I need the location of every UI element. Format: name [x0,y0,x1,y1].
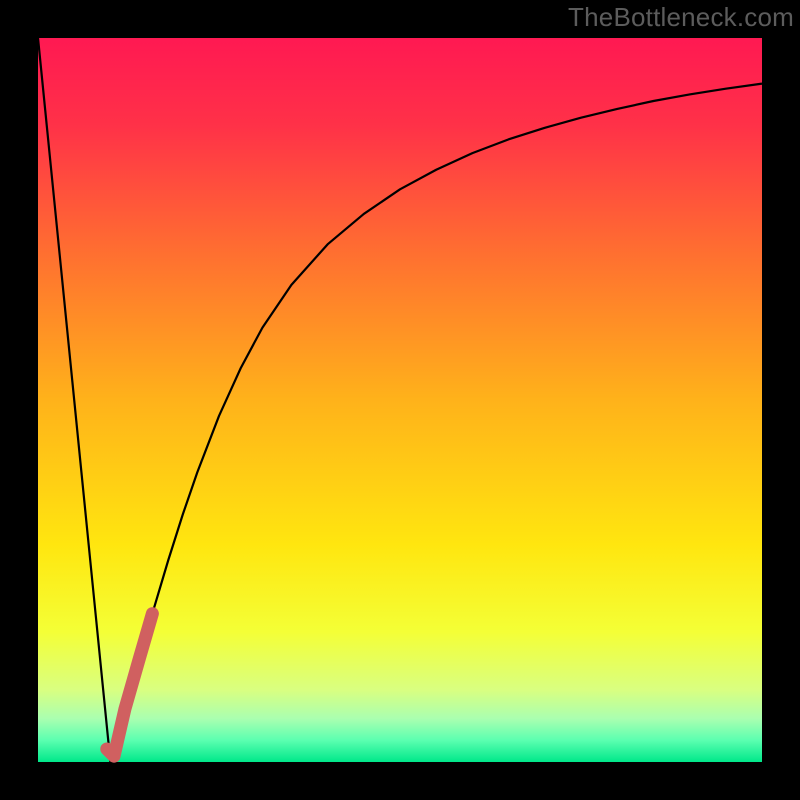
bottleneck-chart [0,0,800,800]
chart-frame: TheBottleneck.com [0,0,800,800]
